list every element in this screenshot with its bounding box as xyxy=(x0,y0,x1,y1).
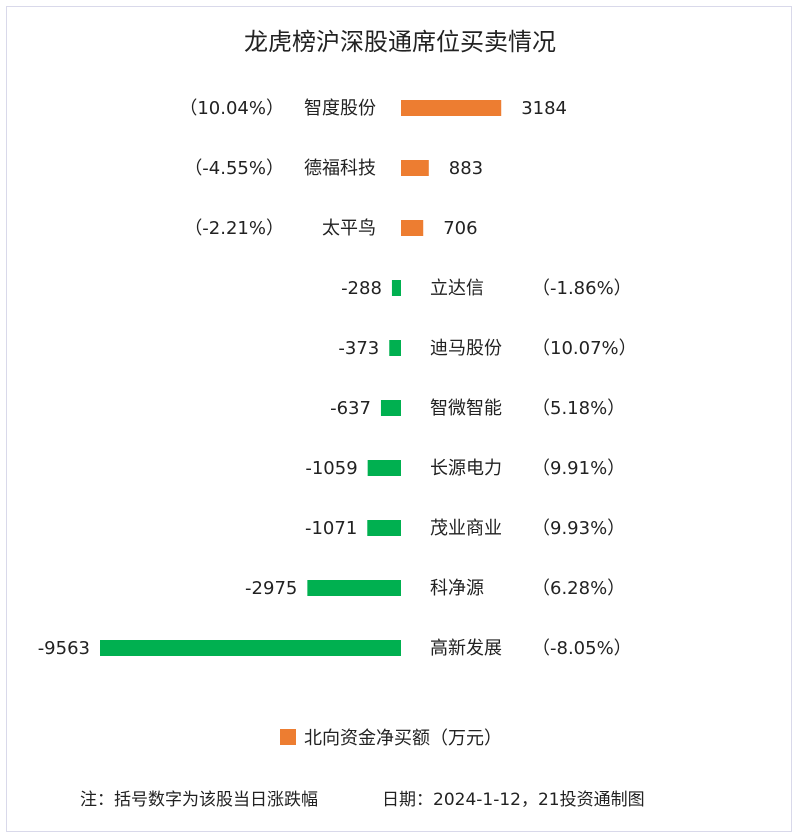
value-label: -288 xyxy=(341,278,382,299)
chart-title: 龙虎榜沪深股通席位买卖情况 xyxy=(244,28,556,56)
value-label: 706 xyxy=(443,218,477,239)
bar xyxy=(380,400,401,416)
source-date: 日期：2024-1-12，21投资通制图 xyxy=(382,790,645,810)
change-label: （5.18%） xyxy=(532,398,625,419)
bar xyxy=(401,100,502,116)
change-label: （10.07%） xyxy=(532,338,637,359)
value-label: 883 xyxy=(449,158,483,179)
bar xyxy=(367,460,401,476)
change-label: （-4.55%） xyxy=(184,158,284,179)
bar xyxy=(100,640,401,656)
change-label: （-8.05%） xyxy=(532,638,632,659)
change-label: （10.04%） xyxy=(179,98,284,119)
value-label: -2975 xyxy=(245,578,297,599)
change-label: （6.28%） xyxy=(532,578,625,599)
value-label: 3184 xyxy=(521,98,567,119)
category-label: 科净源 xyxy=(430,578,484,599)
category-label: 迪马股份 xyxy=(430,338,502,359)
change-label: （-1.86%） xyxy=(532,278,632,299)
legend-label: 北向资金净买额（万元） xyxy=(304,728,502,749)
category-label: 高新发展 xyxy=(430,638,502,659)
change-label: （9.93%） xyxy=(532,518,625,539)
bar xyxy=(401,160,429,176)
legend-swatch xyxy=(280,729,296,745)
bar xyxy=(401,220,424,236)
change-label: （9.91%） xyxy=(532,458,625,479)
bars-group: 3184 智度股份 （10.04%） 883 德福科技 （-4.55%） 706 太平鸟 （-2… xyxy=(38,98,637,659)
value-label: -1071 xyxy=(305,518,357,539)
value-label: -1059 xyxy=(305,458,357,479)
value-label: -373 xyxy=(338,338,379,359)
value-label: -637 xyxy=(330,398,371,419)
category-label: 长源电力 xyxy=(430,458,502,479)
footnote: 注：括号数字为该股当日涨跌幅 xyxy=(80,790,318,810)
category-label: 德福科技 xyxy=(304,158,376,179)
chart-frame xyxy=(6,6,792,832)
legend: 北向资金净买额（万元） xyxy=(280,728,502,749)
category-label: 智微智能 xyxy=(430,398,502,419)
bar xyxy=(307,580,401,596)
category-label: 立达信 xyxy=(430,278,484,299)
bar xyxy=(367,520,401,536)
category-label: 智度股份 xyxy=(304,98,376,119)
category-label: 茂业商业 xyxy=(430,518,502,539)
bar xyxy=(391,280,401,296)
bar xyxy=(389,340,401,356)
change-label: （-2.21%） xyxy=(184,218,284,239)
category-label: 太平鸟 xyxy=(322,218,376,239)
value-label: -9563 xyxy=(38,638,90,659)
